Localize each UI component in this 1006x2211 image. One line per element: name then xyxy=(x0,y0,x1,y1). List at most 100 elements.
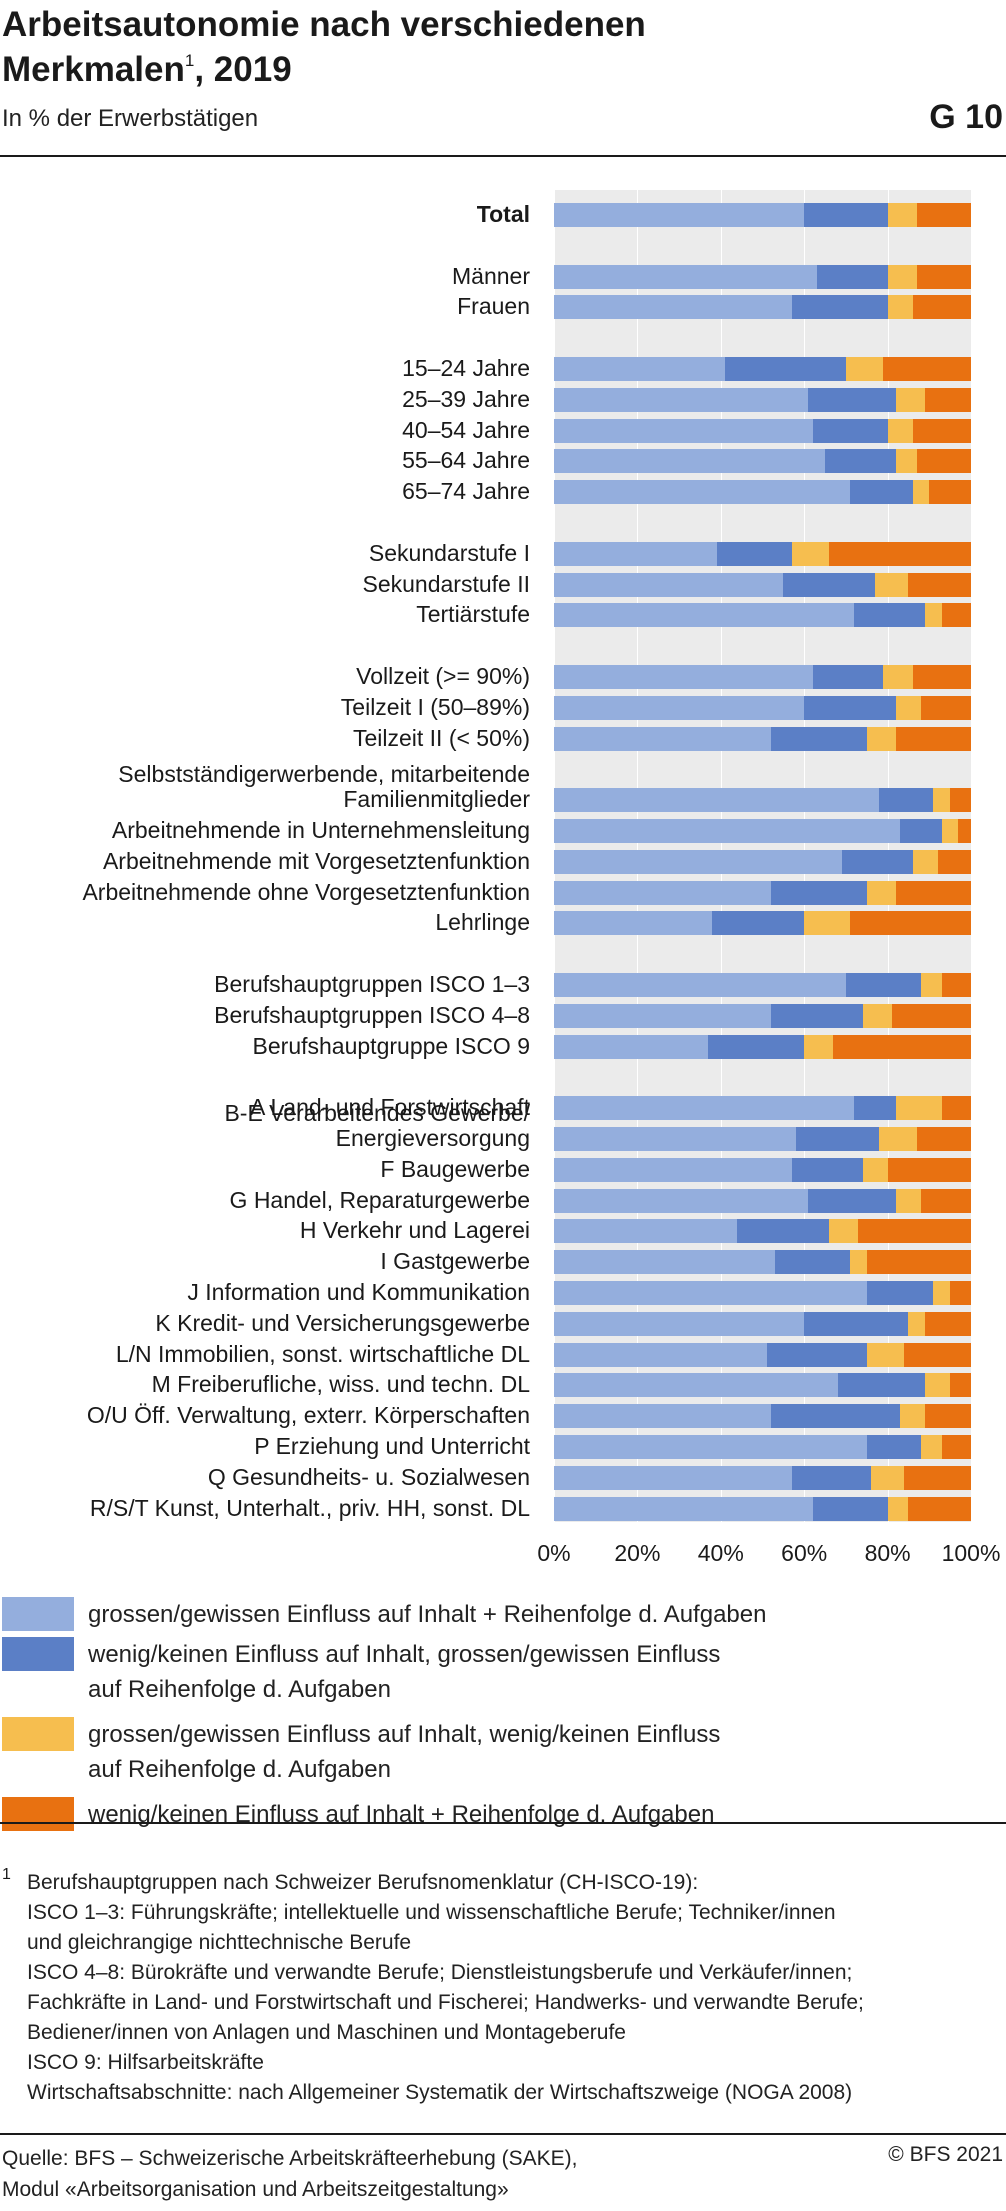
bar-segment xyxy=(724,357,846,381)
bar-row xyxy=(554,849,971,874)
header-divider xyxy=(0,155,1006,157)
bar-segment xyxy=(554,1435,867,1459)
legend-swatch xyxy=(2,1797,74,1831)
bar-segment xyxy=(770,1404,901,1429)
bar-segment xyxy=(812,665,884,689)
bar-segment xyxy=(554,480,851,505)
bar-segment xyxy=(554,695,805,720)
bar-segment xyxy=(812,418,888,443)
bar-segment xyxy=(804,1034,834,1059)
bar-segment xyxy=(887,203,917,227)
bar-segment xyxy=(925,387,971,412)
bar-segment xyxy=(833,1034,971,1059)
category-label: B-E Verarbeitendes Gewerbe/ Energieverso… xyxy=(224,1100,530,1151)
bar-segment xyxy=(804,911,851,936)
bar-segment xyxy=(775,1250,851,1275)
bar-segment xyxy=(554,1342,767,1367)
bar-segment xyxy=(887,1496,909,1521)
bar-segment xyxy=(808,1188,896,1213)
bar-segment xyxy=(850,1250,867,1275)
bar-segment xyxy=(887,418,913,443)
bar-segment xyxy=(895,695,921,720)
bar-row xyxy=(554,695,971,720)
category-label: Sekundarstufe I xyxy=(368,539,530,566)
bar-segment xyxy=(712,911,805,936)
bar-segment xyxy=(837,1373,926,1398)
bar-segment xyxy=(554,1250,775,1275)
bar-segment xyxy=(804,695,896,720)
bar-row xyxy=(554,665,971,689)
bar-segment xyxy=(845,973,921,997)
bar-segment xyxy=(887,1157,971,1182)
bar-row xyxy=(554,911,971,936)
bar-segment xyxy=(879,788,934,813)
bar-segment xyxy=(920,695,971,720)
bar-segment xyxy=(941,603,971,628)
category-label: M Freiberufliche, wiss. und techn. DL xyxy=(151,1371,530,1398)
bar-row xyxy=(554,572,971,597)
category-label: K Kredit- und Versicherungsgewerbe xyxy=(155,1309,530,1336)
bar-segment xyxy=(895,387,926,412)
bar-segment xyxy=(866,1281,934,1305)
bar-segment xyxy=(766,1342,867,1367)
footnote-marker: 1 xyxy=(2,1866,11,1883)
x-tick-label: 80% xyxy=(864,1540,911,1566)
footnote-text: Berufshauptgruppen nach Schweizer Berufs… xyxy=(27,1871,864,2104)
bar-segment xyxy=(554,572,784,597)
bar-segment xyxy=(829,541,971,566)
bar-segment xyxy=(866,1250,971,1275)
bar-segment xyxy=(925,1404,971,1429)
bar-segment xyxy=(554,1157,792,1182)
bar-segment xyxy=(783,572,876,597)
category-label: 15–24 Jahre xyxy=(402,355,530,381)
legend-label: grossen/gewissen Einfluss auf Inhalt + R… xyxy=(88,1601,767,1628)
x-tick-label: 40% xyxy=(697,1540,744,1566)
bar-segment xyxy=(829,1219,859,1244)
bar-segment xyxy=(866,726,896,751)
bar-segment xyxy=(554,603,855,628)
bar-row xyxy=(554,1250,971,1275)
bar-segment xyxy=(554,726,771,751)
category-label: 25–39 Jahre xyxy=(402,385,530,412)
bar-row xyxy=(554,1034,971,1059)
x-tick-label: 20% xyxy=(614,1540,661,1566)
legend-swatch xyxy=(2,1717,74,1751)
bar-segment xyxy=(791,541,830,566)
bar-segment xyxy=(554,911,713,936)
legend-label: grossen/gewissen Einfluss auf Inhalt, we… xyxy=(88,1721,721,1783)
bar-segment xyxy=(554,295,792,320)
bar-segment xyxy=(716,541,792,566)
bar-segment xyxy=(816,264,888,289)
bar-segment xyxy=(554,849,842,874)
footnote-divider xyxy=(0,1822,1006,1824)
bar-segment xyxy=(554,1127,796,1151)
bar-segment xyxy=(887,295,913,320)
legend-label: wenig/keinen Einfluss auf Inhalt + Reihe… xyxy=(88,1801,715,1828)
bar-row xyxy=(554,880,971,905)
bar-row xyxy=(554,1003,971,1028)
bar-segment xyxy=(808,387,896,412)
bar-row xyxy=(554,973,971,997)
bar-segment xyxy=(941,973,971,997)
category-label: P Erziehung und Unterricht xyxy=(254,1433,530,1459)
bar-segment xyxy=(958,819,971,843)
bar-segment xyxy=(862,1003,892,1028)
bar-segment xyxy=(554,788,880,813)
bar-segment xyxy=(554,880,771,905)
bar-segment xyxy=(912,295,971,320)
bar-segment xyxy=(554,1034,709,1059)
category-label: Vollzeit (>= 90%) xyxy=(356,663,530,689)
plot-area xyxy=(554,190,972,1522)
bar-row xyxy=(554,418,971,443)
bar-segment xyxy=(895,726,971,751)
source-text: Quelle: BFS – Schweizerische Arbeitskräf… xyxy=(2,2147,578,2201)
source-divider xyxy=(0,2133,1006,2135)
bar-segment xyxy=(554,264,817,289)
bar-segment xyxy=(908,572,971,597)
bar-segment xyxy=(879,1127,917,1151)
bar-segment xyxy=(929,480,971,505)
bar-segment xyxy=(883,357,971,381)
bar-segment xyxy=(916,1127,971,1151)
bar-row xyxy=(554,1435,971,1459)
category-label: Frauen xyxy=(457,293,530,320)
